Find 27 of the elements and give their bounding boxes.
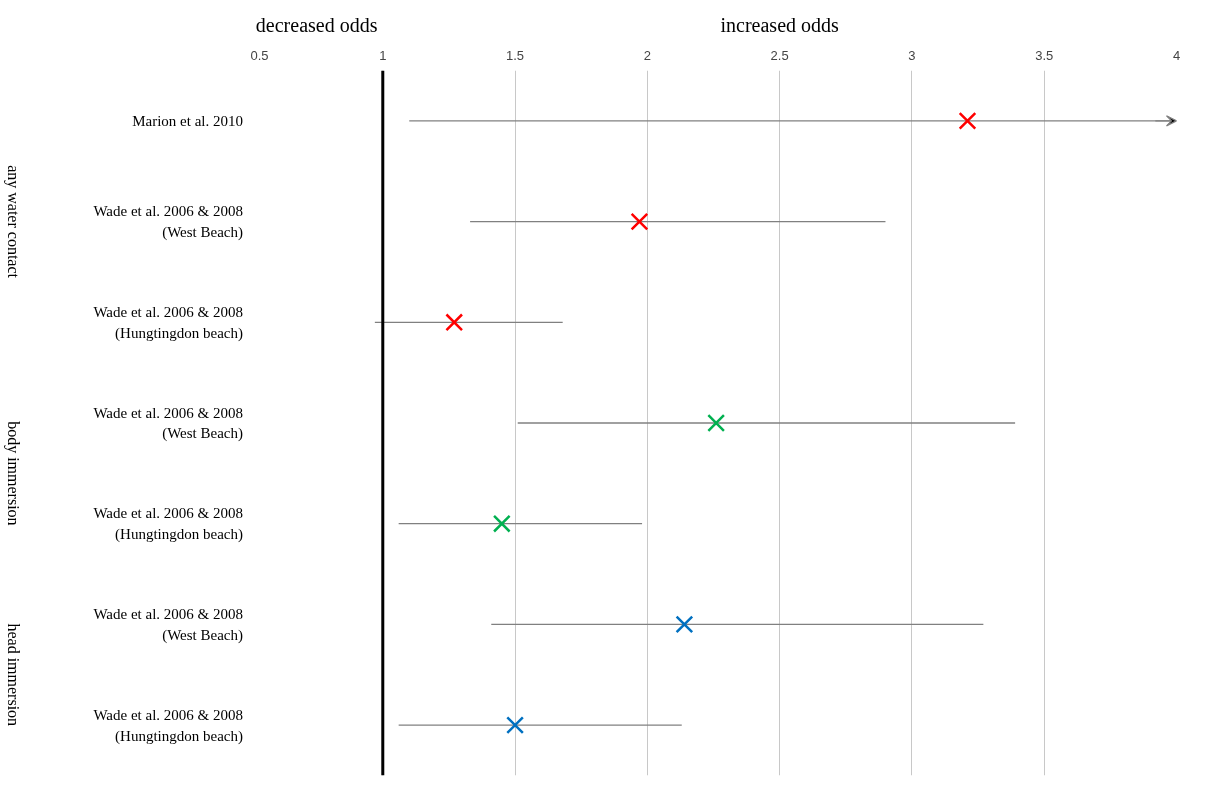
text: body immersion bbox=[3, 421, 22, 526]
point bbox=[506, 716, 525, 735]
y-tick-label: Wade et al. 2006 & 2008 (West Beach) bbox=[93, 606, 244, 644]
x-tick-label: 1 bbox=[379, 47, 387, 63]
text: any water contact bbox=[3, 165, 22, 279]
x-tick-label: 4 bbox=[1172, 47, 1181, 63]
text: head immersion bbox=[4, 623, 22, 727]
point bbox=[445, 313, 464, 332]
x-tick-label: 1.5 bbox=[506, 47, 525, 63]
y-tick-label: Wade et al. 2006 & 2008 (West Beach) bbox=[93, 203, 244, 241]
x-tick-label: 3.5 bbox=[1035, 47, 1054, 63]
point bbox=[630, 212, 649, 231]
x-tick-label: 0.5 bbox=[250, 47, 269, 63]
text: increased odds bbox=[720, 13, 840, 36]
text: decreased odds bbox=[255, 13, 378, 36]
point bbox=[958, 111, 977, 130]
x-tick-label: 2.5 bbox=[770, 47, 789, 63]
y-tick-label: Wade et al. 2006 & 2008 (Hungtingdon beach) bbox=[93, 505, 244, 544]
y-tick-label: Wade et al. 2006 & 2008 (Hungtingdon beach) bbox=[93, 303, 244, 342]
point bbox=[492, 514, 511, 533]
point bbox=[675, 615, 694, 634]
x-tick-label: 3 bbox=[908, 47, 916, 63]
y-tick-label: Wade et al. 2006 & 2008 (West Beach) bbox=[93, 404, 244, 443]
y-tick-label: Wade et al. 2006 & 2008 (Hungtingdon beach) bbox=[93, 706, 244, 745]
y-tick-label: Marion et al. 2010 bbox=[132, 112, 243, 129]
x-tick-label: 2 bbox=[643, 47, 651, 63]
point bbox=[707, 413, 726, 433]
